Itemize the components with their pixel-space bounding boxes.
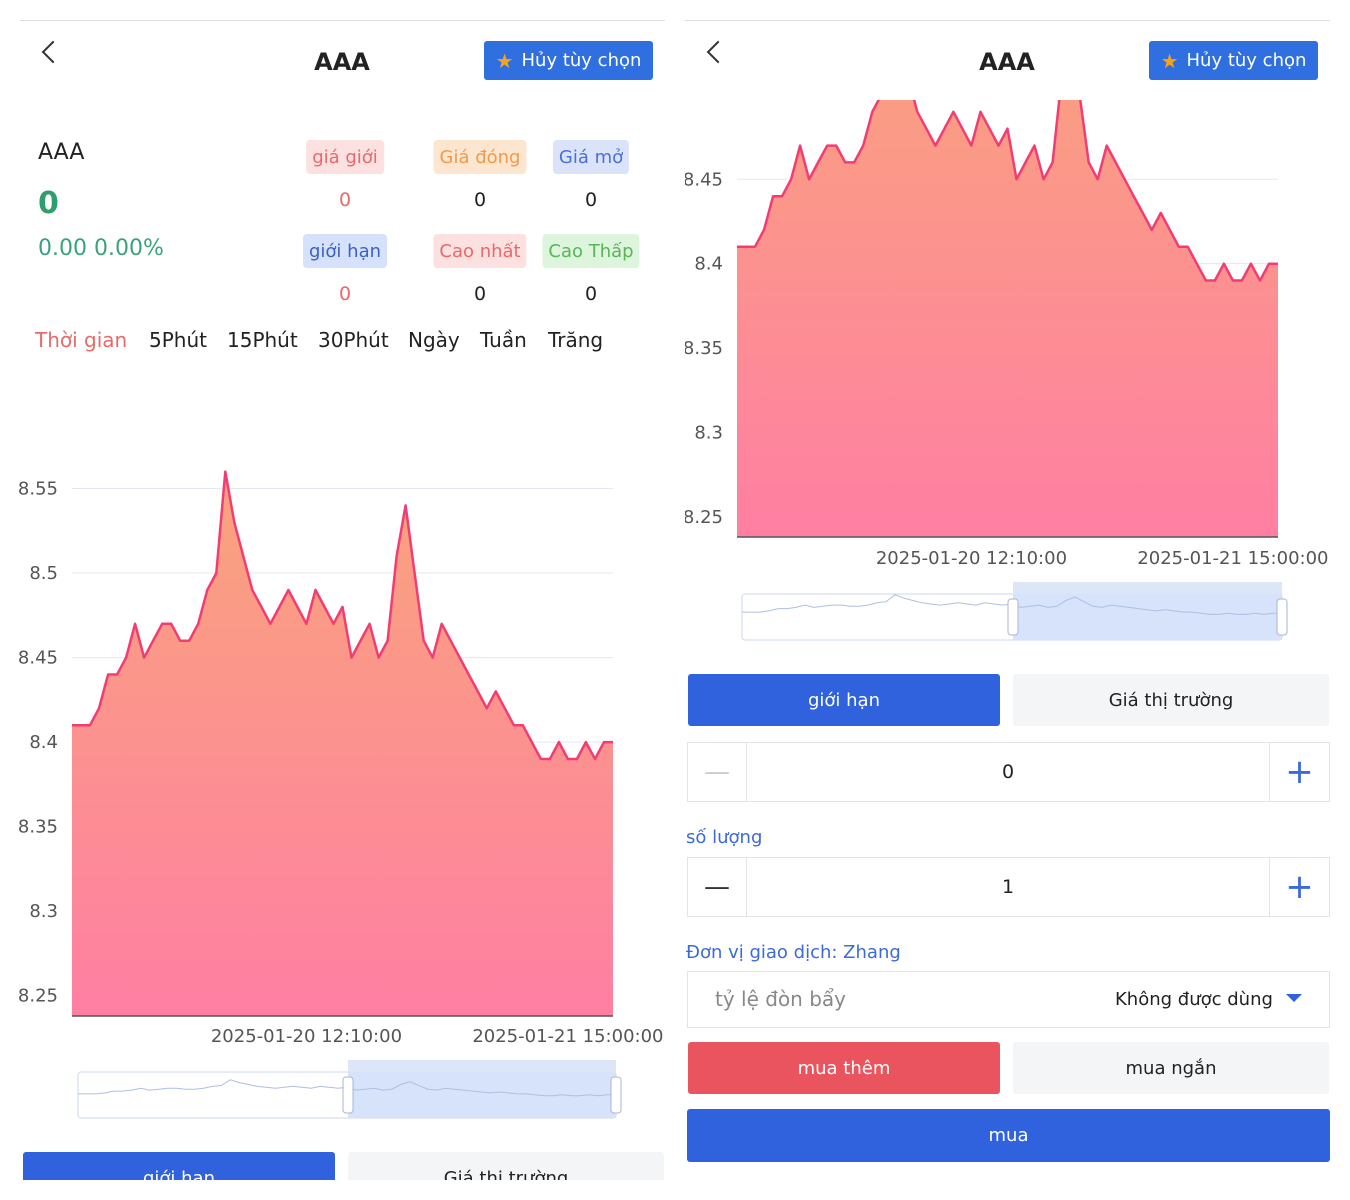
submit-button[interactable]: mua	[687, 1109, 1330, 1162]
y-tick-label: 8.25	[683, 507, 723, 528]
stock-price: 0	[38, 186, 59, 221]
side-button[interactable]: mua ngắn	[1013, 1042, 1329, 1094]
period-tab[interactable]: 5Phút	[149, 328, 207, 352]
header-title: AAA	[314, 48, 370, 76]
period-tab[interactable]: Thời gian	[35, 328, 128, 352]
y-tick-label: 8.35	[683, 338, 723, 359]
price-value: 0	[1001, 761, 1015, 783]
y-tick-label: 8.3	[694, 422, 723, 443]
x-tick-label: 2025-01-21 15:00:00	[1137, 548, 1328, 569]
stock-change: 0.00 0.00%	[38, 236, 164, 261]
leverage-label: tỷ lệ đòn bẩy	[715, 987, 847, 1011]
y-tick-label: 8.4	[29, 732, 58, 753]
stat-value: 0	[473, 283, 487, 305]
period-tab[interactable]: Ngày	[408, 328, 460, 352]
period-tab[interactable]: 15Phút	[227, 328, 298, 352]
side-button[interactable]: mua thêm	[688, 1042, 1000, 1094]
y-tick-label: 8.3	[29, 901, 58, 922]
unfavorite-button[interactable]: ★ Hủy tùy chọn	[484, 41, 653, 80]
button-label: Hủy tùy chọn	[521, 50, 642, 71]
navigator-selection	[348, 1072, 616, 1118]
x-tick-label: 2025-01-20 12:10:00	[876, 548, 1067, 569]
y-tick-label: 8.45	[18, 648, 58, 669]
stat-label: giới hạn	[302, 234, 388, 268]
period-tab[interactable]: 30Phút	[318, 328, 389, 352]
star-icon: ★	[1160, 48, 1179, 73]
stat-label: Cao nhất	[433, 234, 527, 268]
price-area	[737, 100, 1278, 537]
stock-name: AAA	[38, 140, 85, 165]
order-tab[interactable]: Giá thị trường	[348, 1152, 664, 1180]
price-area	[72, 471, 613, 1017]
unfavorite-button[interactable]: ★ Hủy tùy chọn	[1149, 41, 1318, 80]
y-tick-label: 8.35	[18, 817, 58, 838]
stat-value: 0	[338, 283, 352, 305]
y-tick-label: 8.4	[694, 254, 723, 275]
order-tab[interactable]: giới hạn	[688, 674, 1000, 726]
stat-label: giá giới	[306, 140, 384, 174]
order-tabs-clip: giới hạn Giá thị trường	[0, 1140, 680, 1180]
increment[interactable]: +	[1269, 742, 1330, 802]
price-line	[72, 470, 613, 761]
top-rule	[685, 20, 1330, 21]
dropdown-arrow	[1286, 994, 1302, 1002]
chart: 8.25 8.3 8.35 8.4 8.45 2025-01-20 12:10:00 202…	[683, 100, 1329, 641]
navigator-handle	[342, 1076, 354, 1114]
star-icon: ★	[495, 48, 514, 73]
navigator-handle	[1007, 598, 1019, 636]
period-tab[interactable]: Tuần	[480, 328, 527, 352]
y-tick-label: 8.55	[18, 479, 58, 500]
x-tick-label: 2025-01-20 12:10:00	[211, 1026, 402, 1047]
stat-value: 0	[584, 283, 598, 305]
header-title: AAA	[979, 48, 1035, 76]
quantity-label: số lượng	[686, 827, 763, 848]
decrement[interactable]: —	[687, 742, 747, 802]
leverage-value: Không được dùng	[1115, 989, 1273, 1010]
decrement[interactable]: —	[687, 857, 747, 917]
navigator-handle	[610, 1076, 622, 1114]
y-tick-label: 8.45	[683, 169, 723, 190]
stat-value: 0	[473, 189, 487, 211]
y-tick-label: 8.25	[18, 986, 58, 1007]
unit-label: Đơn vị giao dịch: Zhang	[686, 942, 901, 963]
navigator-bar	[348, 1060, 616, 1072]
order-tab[interactable]: giới hạn	[23, 1152, 335, 1180]
stat-label: Giá đóng	[433, 140, 527, 174]
chart: 8.25 8.3 8.35 8.4 8.45 8.5 8.55 2025-01-20 12:1…	[18, 470, 664, 1119]
navigator-handle	[1276, 598, 1288, 636]
top-rule	[20, 20, 665, 21]
y-tick-label: 8.5	[29, 563, 58, 584]
leverage-select[interactable]	[687, 971, 1330, 1028]
stat-label: Cao Thấp	[542, 234, 640, 268]
stat-value: 0	[584, 189, 598, 211]
stat-value: 0	[338, 189, 352, 211]
navigator-bar	[1013, 582, 1282, 594]
x-tick-label: 2025-01-21 15:00:00	[472, 1026, 663, 1047]
period-tab[interactable]: Trăng	[548, 328, 604, 352]
price-line	[737, 100, 1278, 282]
increment[interactable]: +	[1269, 857, 1330, 917]
button-label: Hủy tùy chọn	[1186, 50, 1307, 71]
stat-label: Giá mở	[552, 140, 630, 174]
navigator-selection	[1013, 594, 1282, 640]
order-tab[interactable]: Giá thị trường	[1013, 674, 1329, 726]
quantity-value: 1	[1001, 876, 1015, 898]
